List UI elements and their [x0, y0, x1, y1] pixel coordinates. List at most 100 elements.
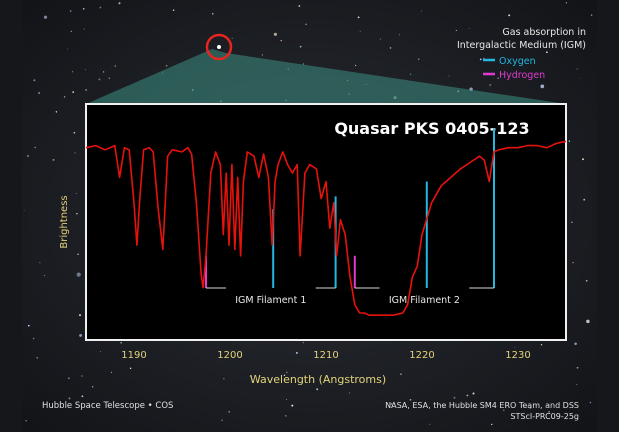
- star: [43, 15, 48, 19]
- star: [491, 423, 493, 426]
- star: [409, 398, 412, 401]
- star: [514, 346, 516, 348]
- star: [55, 111, 58, 113]
- star: [455, 29, 457, 32]
- star: [72, 91, 75, 93]
- star: [84, 69, 87, 71]
- star: [389, 47, 392, 49]
- star: [355, 64, 357, 66]
- star: [39, 262, 41, 264]
- star: [79, 333, 83, 337]
- star: [548, 411, 550, 413]
- filament-label: IGM Filament 1: [235, 295, 306, 306]
- star: [92, 386, 94, 388]
- star: [546, 51, 548, 53]
- star: [33, 79, 36, 82]
- star: [565, 2, 567, 4]
- star: [291, 404, 294, 407]
- star: [261, 54, 264, 56]
- y-axis-label: Brightness: [59, 195, 70, 248]
- star: [295, 351, 298, 354]
- star: [348, 392, 351, 394]
- chart-title: Quasar PKS 0405-123: [334, 119, 529, 138]
- star: [286, 371, 288, 374]
- x-tick-label: 1220: [409, 350, 434, 361]
- star: [537, 46, 539, 48]
- star: [576, 68, 578, 70]
- star: [102, 71, 105, 73]
- star: [540, 84, 545, 89]
- star: [497, 77, 499, 79]
- star: [283, 374, 286, 376]
- x-axis-ticks: 1190 1200 1210 1220 1230: [121, 350, 530, 361]
- star: [221, 419, 223, 422]
- star: [590, 14, 593, 16]
- star: [586, 319, 590, 324]
- star: [580, 77, 581, 79]
- quasar-star: [217, 45, 221, 49]
- star: [489, 84, 492, 86]
- star: [409, 73, 412, 75]
- star: [357, 16, 360, 19]
- star: [249, 375, 252, 378]
- x-tick-label: 1190: [121, 350, 146, 361]
- star: [129, 367, 132, 370]
- x-axis-label: Wavelength (Angstroms): [250, 373, 386, 386]
- star: [576, 366, 579, 369]
- star: [479, 58, 482, 61]
- star: [316, 388, 319, 391]
- star: [23, 210, 25, 211]
- star: [77, 253, 79, 256]
- credit-right-line1: NASA, ESA, the Hubble SM4 ERO Team, and …: [385, 401, 579, 410]
- zoom-wedge: [86, 49, 566, 104]
- star: [231, 37, 233, 39]
- star: [529, 406, 532, 409]
- star: [286, 398, 287, 400]
- x-tick-label: 1210: [313, 350, 338, 361]
- star: [448, 75, 450, 77]
- star: [359, 30, 361, 32]
- star: [67, 48, 68, 50]
- star: [85, 89, 87, 91]
- x-tick-label: 1230: [505, 350, 530, 361]
- star: [172, 9, 175, 12]
- star: [576, 383, 578, 385]
- star: [298, 5, 301, 7]
- star: [75, 193, 77, 194]
- star: [578, 37, 580, 38]
- star: [74, 152, 76, 154]
- star: [429, 423, 431, 425]
- star: [32, 337, 35, 340]
- star: [468, 27, 470, 29]
- star: [572, 262, 574, 264]
- star: [76, 213, 78, 215]
- star: [574, 342, 577, 346]
- star: [118, 2, 121, 5]
- star: [305, 23, 307, 25]
- star: [83, 28, 85, 30]
- star: [68, 377, 70, 379]
- star: [36, 356, 39, 359]
- star: [27, 155, 29, 157]
- filament-annotations: IGM Filament 1 IGM Filament 2: [206, 287, 494, 306]
- star: [25, 420, 27, 422]
- star: [280, 39, 282, 42]
- star: [81, 375, 83, 377]
- star: [79, 314, 81, 317]
- star: [70, 30, 72, 32]
- star: [303, 63, 305, 65]
- legend-oxygen-label: Oxygen: [499, 56, 536, 67]
- star: [72, 71, 74, 73]
- legend-title-line2: Intergalactic Medium (IGM): [457, 40, 586, 51]
- legend-hydrogen-label: Hydrogen: [499, 70, 545, 81]
- star: [418, 58, 420, 60]
- star: [81, 395, 84, 398]
- star: [400, 373, 402, 376]
- star: [98, 78, 101, 81]
- star: [540, 344, 543, 346]
- star: [589, 401, 592, 404]
- filament-label: IGM Filament 2: [389, 295, 460, 306]
- star: [232, 356, 234, 358]
- star: [453, 396, 456, 399]
- star: [503, 409, 505, 411]
